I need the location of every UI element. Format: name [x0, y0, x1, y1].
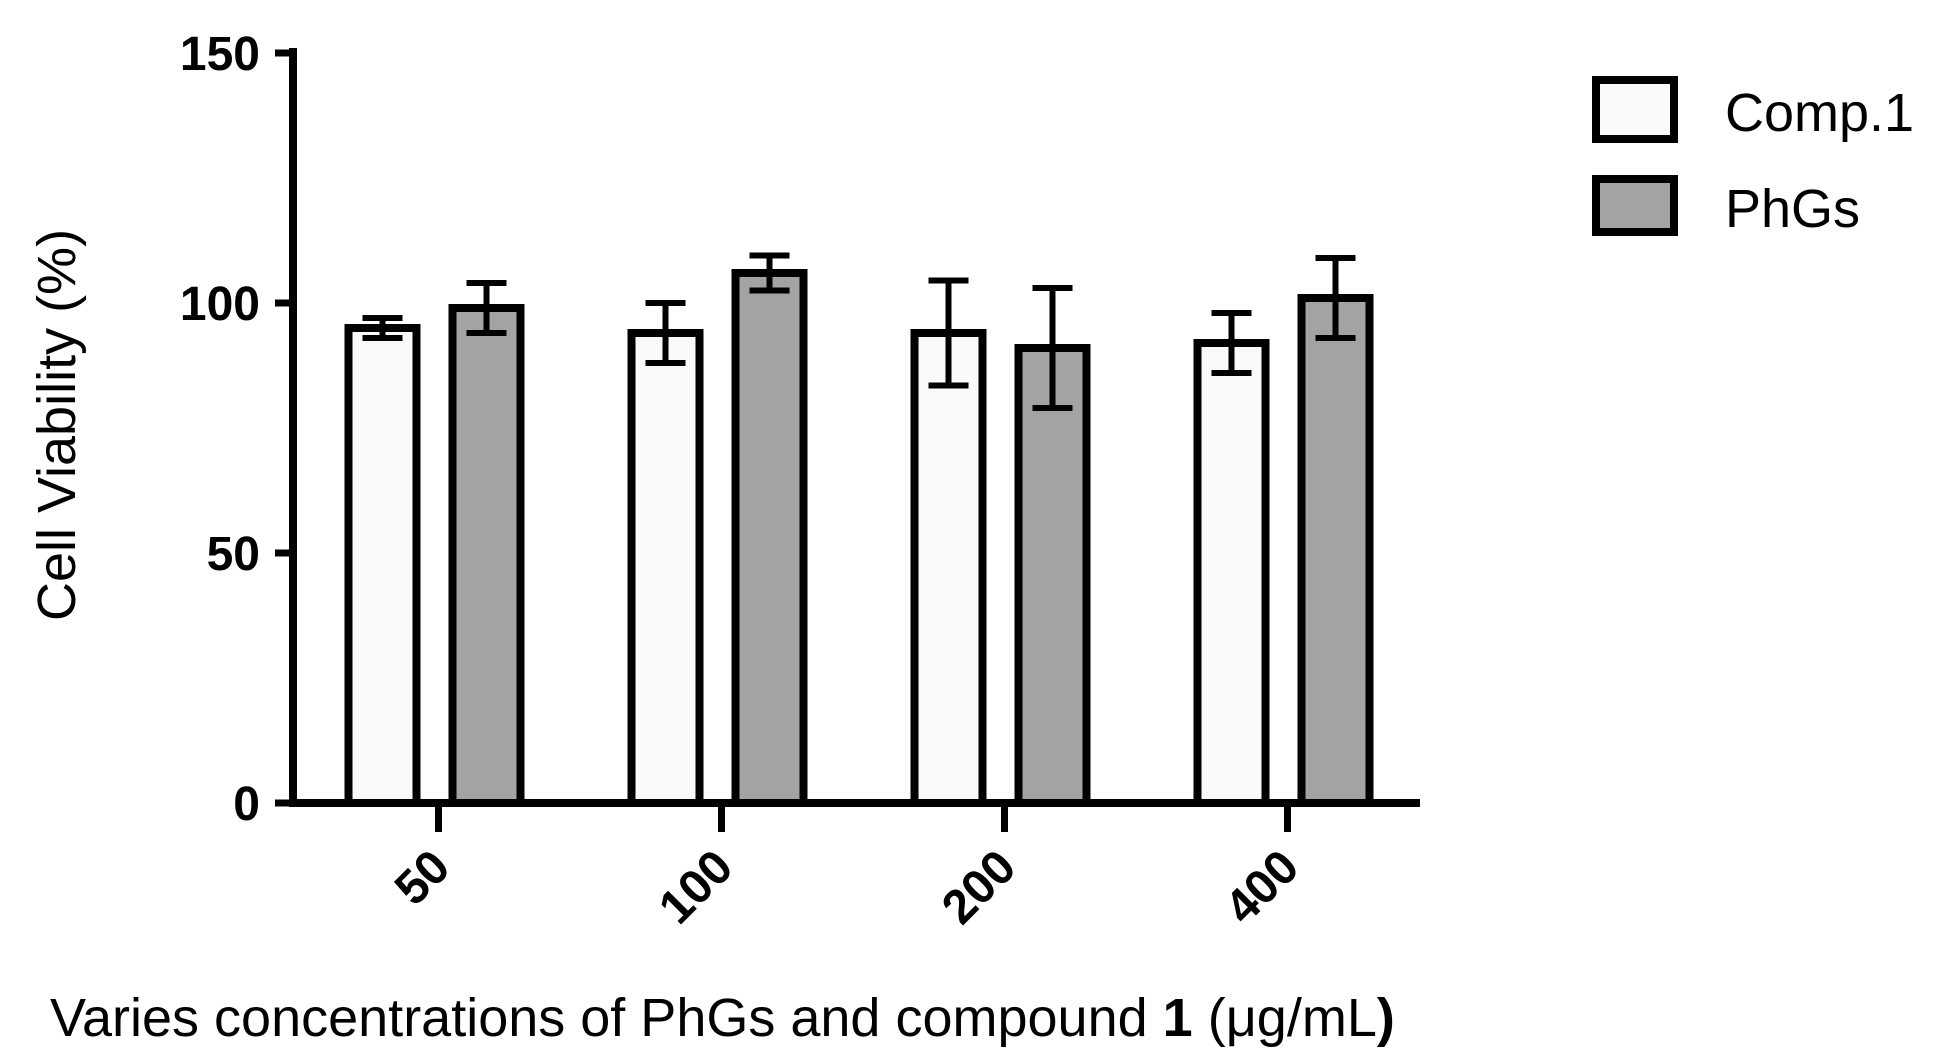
bars-layer — [344, 269, 1374, 807]
legend-swatch-phgs — [1592, 175, 1678, 236]
x-tick-label: 100 — [649, 840, 743, 934]
x-axis-title-middle: (μg/mL — [1193, 988, 1377, 1048]
bar-comp1 — [1193, 339, 1270, 807]
x-axis-title-prefix: Varies concentrations of PhGs and compou… — [50, 988, 1163, 1048]
legend-label-comp1: Comp.1 — [1725, 83, 1914, 143]
x-tick-label: 50 — [385, 840, 460, 915]
x-axis-title: Varies concentrations of PhGs and compou… — [50, 988, 1395, 1048]
bar-phgs — [731, 269, 808, 807]
bar-phgs — [1297, 294, 1374, 807]
y-ticks: 0 50 100 150 — [180, 28, 297, 831]
bar-phgs — [1014, 344, 1091, 807]
x-axis-title-suffix: ) — [1377, 988, 1395, 1048]
y-axis-title: Cell Viability (%) — [27, 229, 87, 621]
bar-comp1 — [627, 329, 704, 807]
x-tick-label: 400 — [1215, 840, 1309, 934]
y-tick-label: 100 — [180, 278, 260, 331]
bar-comp1 — [910, 329, 987, 807]
x-tick-label: 200 — [932, 840, 1026, 934]
legend-label-phgs: PhGs — [1725, 179, 1860, 239]
error-bars-layer — [362, 252, 1356, 411]
y-tick-label: 150 — [180, 28, 260, 81]
bar-comp1 — [344, 324, 421, 807]
y-tick-label: 50 — [207, 528, 260, 581]
bar-phgs — [448, 304, 525, 807]
y-tick-label: 0 — [233, 778, 260, 831]
legend-swatch-comp1 — [1592, 76, 1678, 143]
x-ticks: 50 100 200 400 — [385, 799, 1309, 934]
x-axis-title-bold: 1 — [1163, 988, 1193, 1048]
legend: Comp.1 PhGs — [1592, 76, 1914, 239]
